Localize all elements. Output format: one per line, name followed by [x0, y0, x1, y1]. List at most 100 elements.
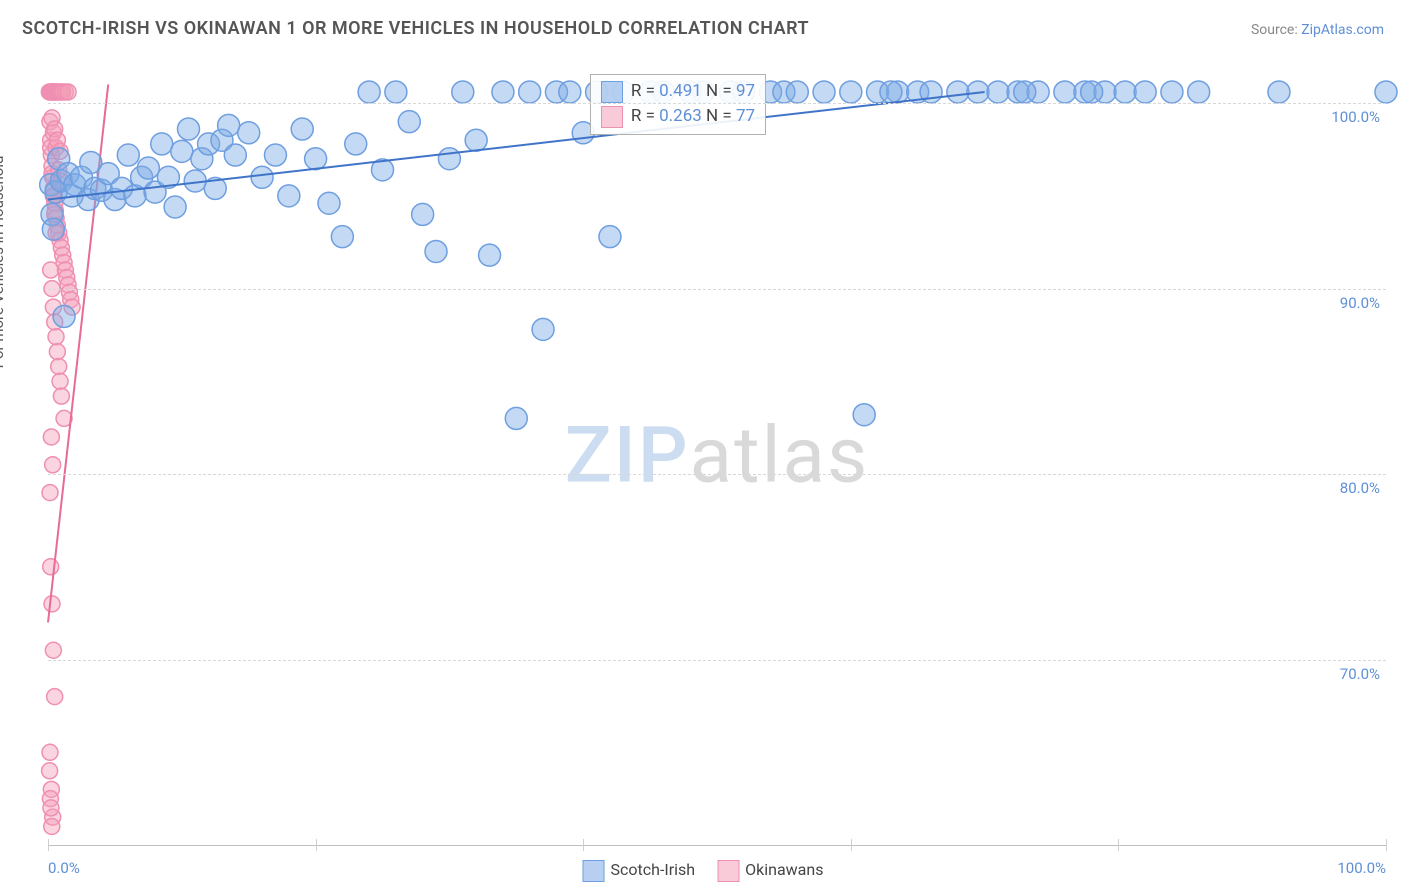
scatter-point: [60, 84, 76, 100]
scatter-point: [786, 81, 808, 103]
y-tick-label: 80.0%: [1340, 479, 1380, 497]
legend-rn-box: R = 0.491 N = 97R = 0.263 N = 77: [590, 74, 766, 135]
bottom-legend-item: Scotch-Irish: [583, 860, 696, 882]
scatter-point: [345, 133, 367, 155]
scatter-point: [43, 800, 59, 816]
scatter-point: [1375, 81, 1397, 103]
scatter-point: [318, 192, 340, 214]
grid-h: [48, 103, 1386, 104]
x-tick-label: 100.0%: [1337, 859, 1386, 877]
chart-title: SCOTCH-IRISH VS OKINAWAN 1 OR MORE VEHIC…: [22, 18, 809, 39]
scatter-point: [45, 457, 61, 473]
scatter-point: [1081, 81, 1103, 103]
scatter-point: [853, 404, 875, 426]
scatter-point: [438, 148, 460, 170]
scatter-point: [599, 226, 621, 248]
scatter-point: [53, 388, 69, 404]
scatter-point: [52, 373, 68, 389]
scatter-point: [42, 763, 58, 779]
scatter-point: [465, 129, 487, 151]
y-axis-label: 1 or more Vehicles in Household: [0, 156, 7, 372]
scatter-point: [452, 81, 474, 103]
bottom-legend: Scotch-Irish Okinawans: [583, 860, 824, 882]
bottom-legend-label: Okinawans: [745, 860, 823, 879]
scatter-point: [117, 144, 139, 166]
source-prefix: Source:: [1251, 22, 1301, 38]
scatter-point: [479, 244, 501, 266]
scatter-point: [218, 114, 240, 136]
scatter-point: [164, 196, 186, 218]
chart-container: 1 or more Vehicles in Household ZIPatlas…: [0, 48, 1406, 892]
scatter-point: [151, 133, 173, 155]
x-tick: [316, 839, 317, 851]
scatter-point: [1161, 81, 1183, 103]
scatter-point: [358, 81, 380, 103]
scatter-point: [43, 559, 59, 575]
scatter-point: [177, 118, 199, 140]
scatter-point: [264, 144, 286, 166]
scatter-point: [1114, 81, 1136, 103]
source-link[interactable]: ZipAtlas.com: [1301, 22, 1384, 38]
scatter-point: [412, 203, 434, 225]
legend-swatch: [583, 860, 605, 882]
scatter-point: [45, 642, 61, 658]
scatter-point: [492, 81, 514, 103]
scatter-point: [425, 240, 447, 262]
scatter-point: [44, 596, 60, 612]
scatter-point: [532, 318, 554, 340]
scatter-point: [840, 81, 862, 103]
scatter-point: [224, 144, 246, 166]
scatter-point: [42, 218, 64, 240]
x-tick: [583, 839, 584, 851]
y-tick-label: 70.0%: [1340, 665, 1380, 683]
scatter-point: [559, 81, 581, 103]
scatter-point: [278, 185, 300, 207]
scatter-point: [505, 407, 527, 429]
scatter-point: [385, 81, 407, 103]
scatter-point: [1188, 81, 1210, 103]
scatter-point: [398, 111, 420, 133]
scatter-point: [813, 81, 835, 103]
bottom-legend-item: Okinawans: [717, 860, 823, 882]
x-tick: [48, 839, 49, 851]
scatter-point: [43, 429, 59, 445]
scatter-point: [305, 148, 327, 170]
grid-h: [48, 660, 1386, 661]
scatter-point: [44, 818, 60, 834]
scatter-point: [251, 166, 273, 188]
scatter-point: [519, 81, 541, 103]
legend-swatch: [601, 81, 623, 103]
header: SCOTCH-IRISH VS OKINAWAN 1 OR MORE VEHIC…: [0, 0, 1406, 47]
scatter-point: [1014, 81, 1036, 103]
scatter-point: [987, 81, 1009, 103]
scatter-point: [42, 485, 58, 501]
scatter-point: [291, 118, 313, 140]
scatter-point: [49, 344, 65, 360]
y-tick-label: 90.0%: [1340, 294, 1380, 312]
source-label: Source: ZipAtlas.com: [1251, 22, 1384, 38]
legend-rn-text: R = 0.491 N = 97: [631, 79, 755, 105]
legend-swatch: [717, 860, 739, 882]
plot-svg: [48, 66, 1386, 845]
x-tick: [1386, 839, 1387, 851]
legend-rn-text: R = 0.263 N = 77: [631, 104, 755, 130]
legend-rn-row: R = 0.263 N = 77: [601, 104, 755, 130]
scatter-point: [47, 689, 63, 705]
scatter-point: [1134, 81, 1156, 103]
scatter-point: [1268, 81, 1290, 103]
x-tick: [851, 839, 852, 851]
legend-rn-row: R = 0.491 N = 97: [601, 79, 755, 105]
bottom-legend-label: Scotch-Irish: [611, 860, 696, 879]
scatter-point: [238, 122, 260, 144]
y-tick-label: 100.0%: [1331, 108, 1380, 126]
grid-h: [48, 474, 1386, 475]
scatter-point: [51, 358, 67, 374]
grid-h: [48, 289, 1386, 290]
scatter-point: [53, 305, 75, 327]
plot-area: ZIPatlas R = 0.491 N = 97R = 0.263 N = 7…: [48, 66, 1386, 846]
scatter-point: [1054, 81, 1076, 103]
scatter-point: [171, 140, 193, 162]
x-tick: [1118, 839, 1119, 851]
scatter-point: [48, 329, 64, 345]
scatter-point: [947, 81, 969, 103]
